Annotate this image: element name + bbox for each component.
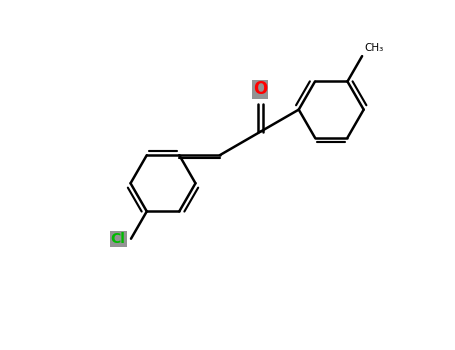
Text: O: O (253, 80, 268, 98)
Text: CH₃: CH₃ (364, 42, 384, 52)
Text: Cl: Cl (111, 232, 126, 246)
